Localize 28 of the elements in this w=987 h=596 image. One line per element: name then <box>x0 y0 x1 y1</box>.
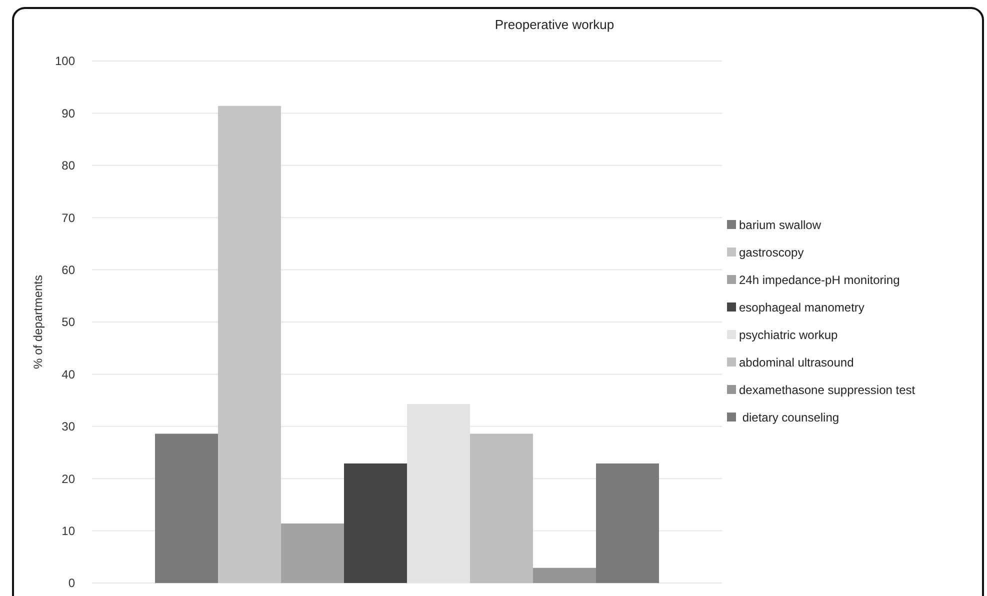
chart-title: Preoperative workup <box>494 17 614 32</box>
legend-label: barium swallow <box>739 218 822 232</box>
y-tick-label: 60 <box>62 263 76 277</box>
y-tick-label: 0 <box>68 576 76 590</box>
bar <box>281 523 344 583</box>
y-tick-label: 100 <box>54 54 76 68</box>
bar <box>344 463 407 583</box>
legend-label: 24h impedance-pH monitoring <box>739 273 900 288</box>
bar <box>155 434 218 583</box>
bar <box>533 568 596 583</box>
legend-label: psychiatric workup <box>739 328 838 342</box>
y-tick-label: 10 <box>62 524 76 538</box>
y-tick-label: 40 <box>62 367 76 382</box>
legend-label: dietary counseling <box>739 410 840 425</box>
y-tick-label: 50 <box>62 315 76 330</box>
y-tick-label: 80 <box>62 158 76 173</box>
legend-label: dexamethasone suppression test <box>739 383 916 398</box>
bar <box>218 106 281 583</box>
y-axis-title: % of departments <box>31 274 45 370</box>
legend-label: esophageal manometry <box>739 300 864 315</box>
y-tick-label: 30 <box>62 420 76 434</box>
y-tick-label: 90 <box>62 106 76 120</box>
bar <box>596 463 659 583</box>
legend-label: abdominal ultrasound <box>739 356 854 370</box>
y-tick-label: 70 <box>62 210 76 225</box>
legend-label: gastroscopy <box>739 246 804 260</box>
y-tick-label: 20 <box>62 472 76 486</box>
bar <box>470 434 533 583</box>
